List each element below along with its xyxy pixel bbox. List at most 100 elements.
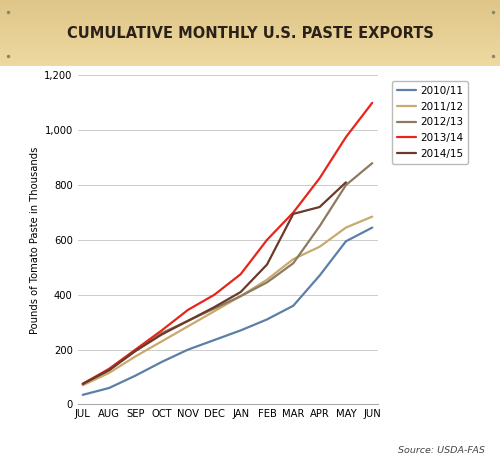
Line: 2011/12: 2011/12 <box>83 217 372 385</box>
2012/13 <box>158 330 164 336</box>
2013/14 <box>212 292 218 298</box>
2014/15 <box>238 289 244 295</box>
2010/11 <box>132 373 138 378</box>
Bar <box>0 11 500 13</box>
Bar <box>0 33 500 35</box>
Bar <box>0 20 500 21</box>
Bar <box>0 38 500 40</box>
Bar <box>0 47 500 48</box>
Bar <box>0 37 500 38</box>
Bar <box>0 15 500 16</box>
Bar <box>0 18 500 20</box>
Line: 2014/15: 2014/15 <box>83 182 346 384</box>
2011/12 <box>185 324 191 329</box>
2013/14 <box>185 307 191 313</box>
2011/12 <box>369 214 375 219</box>
2013/14 <box>238 271 244 277</box>
Bar <box>0 10 500 11</box>
2013/14 <box>106 366 112 372</box>
Bar <box>0 55 500 56</box>
2012/13 <box>264 280 270 285</box>
2010/11 <box>106 385 112 391</box>
2014/15 <box>80 381 86 387</box>
2010/11 <box>316 273 322 278</box>
2010/11 <box>290 303 296 308</box>
2014/15 <box>264 262 270 267</box>
2013/14 <box>80 381 86 387</box>
2012/13 <box>369 160 375 166</box>
2010/11 <box>212 337 218 343</box>
2014/15 <box>212 304 218 310</box>
2011/12 <box>238 293 244 299</box>
Bar <box>0 0 500 2</box>
Bar <box>0 5 500 7</box>
2010/11 <box>369 225 375 230</box>
2013/14 <box>343 134 349 140</box>
2014/15 <box>132 348 138 354</box>
Bar <box>0 6 500 8</box>
Bar <box>0 30 500 32</box>
2013/14 <box>290 210 296 215</box>
Bar <box>0 21 500 23</box>
2010/11 <box>158 359 164 365</box>
2012/13 <box>290 260 296 266</box>
Bar <box>0 13 500 15</box>
2011/12 <box>158 339 164 344</box>
Y-axis label: Pounds of Tomato Paste in Thousands: Pounds of Tomato Paste in Thousands <box>30 146 40 334</box>
2012/13 <box>185 318 191 324</box>
Line: 2012/13: 2012/13 <box>83 163 372 384</box>
2012/13 <box>212 306 218 311</box>
Bar <box>0 42 500 43</box>
Bar <box>0 45 500 47</box>
2012/13 <box>80 381 86 387</box>
Legend: 2010/11, 2011/12, 2012/13, 2013/14, 2014/15: 2010/11, 2011/12, 2012/13, 2013/14, 2014… <box>392 80 468 164</box>
Bar <box>0 51 500 53</box>
2011/12 <box>290 256 296 262</box>
Bar <box>0 40 500 42</box>
2010/11 <box>264 317 270 322</box>
Bar <box>0 23 500 25</box>
2014/15 <box>343 180 349 185</box>
2013/14 <box>264 237 270 243</box>
Line: 2013/14: 2013/14 <box>83 103 372 384</box>
2014/15 <box>290 211 296 217</box>
2012/13 <box>238 293 244 299</box>
2012/13 <box>316 223 322 229</box>
2014/15 <box>158 332 164 337</box>
2014/15 <box>106 367 112 373</box>
2010/11 <box>343 239 349 244</box>
Bar <box>0 27 500 28</box>
2013/14 <box>132 347 138 352</box>
Bar <box>0 16 500 18</box>
2011/12 <box>264 277 270 282</box>
Bar <box>0 48 500 50</box>
2011/12 <box>316 244 322 250</box>
2013/14 <box>158 328 164 333</box>
2014/15 <box>316 204 322 210</box>
Bar <box>0 2 500 3</box>
Bar <box>0 56 500 58</box>
2012/13 <box>343 182 349 188</box>
2013/14 <box>369 100 375 106</box>
Text: CUMULATIVE MONTHLY U.S. PASTE EXPORTS: CUMULATIVE MONTHLY U.S. PASTE EXPORTS <box>66 26 434 41</box>
2010/11 <box>238 328 244 333</box>
2014/15 <box>185 318 191 324</box>
2011/12 <box>80 383 86 388</box>
Line: 2010/11: 2010/11 <box>83 228 372 395</box>
Bar <box>0 53 500 55</box>
Bar <box>0 59 500 61</box>
Bar <box>0 32 500 33</box>
Bar <box>0 64 500 66</box>
Bar <box>0 58 500 59</box>
2012/13 <box>106 367 112 373</box>
Bar <box>0 35 500 37</box>
2011/12 <box>212 308 218 314</box>
Text: Source: USDA-FAS: Source: USDA-FAS <box>398 446 485 455</box>
Bar <box>0 3 500 5</box>
2011/12 <box>132 354 138 359</box>
Bar <box>0 61 500 63</box>
Bar <box>0 63 500 64</box>
Bar <box>0 50 500 51</box>
Bar <box>0 28 500 30</box>
Bar <box>0 8 500 10</box>
